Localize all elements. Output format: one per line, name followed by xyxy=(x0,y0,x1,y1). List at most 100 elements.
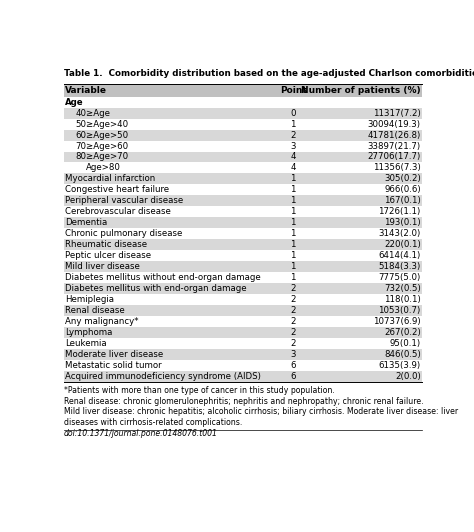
Text: Hemiplegia: Hemiplegia xyxy=(65,295,114,304)
Text: 7775(5.0): 7775(5.0) xyxy=(378,273,421,282)
Text: 3: 3 xyxy=(291,350,296,359)
Bar xyxy=(64,152,422,162)
Text: 80≥Age>70: 80≥Age>70 xyxy=(75,153,128,162)
Text: 60≥Age>50: 60≥Age>50 xyxy=(75,130,128,139)
Text: 1: 1 xyxy=(291,240,296,250)
Text: Moderate liver disease: Moderate liver disease xyxy=(65,350,164,359)
Text: Dementia: Dementia xyxy=(65,218,108,227)
Text: 1: 1 xyxy=(291,174,296,184)
Bar xyxy=(64,206,422,218)
Text: 732(0.5): 732(0.5) xyxy=(384,284,421,293)
Text: 6: 6 xyxy=(291,361,296,370)
Text: 966(0.6): 966(0.6) xyxy=(384,186,421,194)
Text: Acquired immunodeficiency syndrome (AIDS): Acquired immunodeficiency syndrome (AIDS… xyxy=(65,372,261,381)
Text: 267(0.2): 267(0.2) xyxy=(384,328,421,337)
Text: Metastatic solid tumor: Metastatic solid tumor xyxy=(65,361,162,370)
Text: Age>80: Age>80 xyxy=(86,163,120,172)
Text: 11317(7.2): 11317(7.2) xyxy=(373,109,421,118)
Text: 70≥Age>60: 70≥Age>60 xyxy=(75,142,128,151)
Bar xyxy=(64,195,422,206)
Bar xyxy=(64,185,422,195)
Text: 95(0.1): 95(0.1) xyxy=(390,339,421,348)
Text: 11356(7.3): 11356(7.3) xyxy=(373,163,421,172)
Bar xyxy=(64,130,422,140)
Text: 3143(2.0): 3143(2.0) xyxy=(378,229,421,238)
Text: 5184(3.3): 5184(3.3) xyxy=(378,262,421,271)
Bar xyxy=(64,173,422,185)
Text: Myocardial infarction: Myocardial infarction xyxy=(65,174,155,184)
Bar xyxy=(64,360,422,371)
Bar xyxy=(64,228,422,239)
Text: 2: 2 xyxy=(291,339,296,348)
Text: 2: 2 xyxy=(291,306,296,315)
Bar xyxy=(64,140,422,152)
Text: 220(0.1): 220(0.1) xyxy=(384,240,421,250)
Bar xyxy=(64,283,422,294)
Text: 2: 2 xyxy=(291,295,296,304)
Text: 1: 1 xyxy=(291,262,296,271)
Text: Diabetes mellitus without end-organ damage: Diabetes mellitus without end-organ dama… xyxy=(65,273,261,282)
Text: *Patients with more than one type of cancer in this study population.: *Patients with more than one type of can… xyxy=(64,386,335,395)
Bar xyxy=(64,261,422,272)
Text: Any malignancy*: Any malignancy* xyxy=(65,317,138,326)
Bar xyxy=(64,349,422,360)
Text: 2: 2 xyxy=(291,317,296,326)
Text: 167(0.1): 167(0.1) xyxy=(384,196,421,205)
Text: Age: Age xyxy=(65,97,84,106)
Text: 1053(0.7): 1053(0.7) xyxy=(378,306,421,315)
Text: 2(0.0): 2(0.0) xyxy=(395,372,421,381)
Text: 4: 4 xyxy=(291,163,296,172)
Text: 846(0.5): 846(0.5) xyxy=(384,350,421,359)
Text: Renal disease: chronic glomerulonephritis; nephritis and nephropathy; chronic re: Renal disease: chronic glomerulonephriti… xyxy=(64,397,423,406)
Text: Congestive heart failure: Congestive heart failure xyxy=(65,186,169,194)
Text: 1: 1 xyxy=(291,120,296,129)
Text: Peptic ulcer disease: Peptic ulcer disease xyxy=(65,251,151,260)
Text: 1: 1 xyxy=(291,186,296,194)
Text: 30094(19.3): 30094(19.3) xyxy=(368,120,421,129)
Bar xyxy=(64,162,422,173)
Text: 40≥Age: 40≥Age xyxy=(75,109,110,118)
Text: doi:10.1371/journal.pone.0148076.t001: doi:10.1371/journal.pone.0148076.t001 xyxy=(64,429,218,438)
Bar xyxy=(64,97,422,107)
Text: Lymphoma: Lymphoma xyxy=(65,328,112,337)
Text: Number of patients (%): Number of patients (%) xyxy=(301,86,421,95)
Text: 10737(6.9): 10737(6.9) xyxy=(373,317,421,326)
Bar xyxy=(64,294,422,305)
Text: Leukemia: Leukemia xyxy=(65,339,107,348)
Bar xyxy=(64,85,422,97)
Text: Peripheral vascular disease: Peripheral vascular disease xyxy=(65,196,183,205)
Bar xyxy=(64,107,422,119)
Text: 6: 6 xyxy=(291,372,296,381)
Text: Mild liver disease: chronic hepatitis; alcoholic cirrhosis; biliary cirrhosis. M: Mild liver disease: chronic hepatitis; a… xyxy=(64,408,458,417)
Bar xyxy=(64,272,422,283)
Bar xyxy=(64,305,422,316)
Bar xyxy=(64,119,422,130)
Text: 1726(1.1): 1726(1.1) xyxy=(378,207,421,217)
Text: 6135(3.9): 6135(3.9) xyxy=(379,361,421,370)
Text: Cerebrovascular disease: Cerebrovascular disease xyxy=(65,207,171,217)
Text: 1: 1 xyxy=(291,251,296,260)
Text: Table 1.  Comorbidity distribution based on the age-adjusted Charlson comorbidit: Table 1. Comorbidity distribution based … xyxy=(64,69,474,78)
Text: 2: 2 xyxy=(291,130,296,139)
Text: 1: 1 xyxy=(291,207,296,217)
Text: 50≥Age>40: 50≥Age>40 xyxy=(75,120,128,129)
Text: 1: 1 xyxy=(291,273,296,282)
Bar xyxy=(64,338,422,349)
Text: Mild liver disease: Mild liver disease xyxy=(65,262,140,271)
Text: 193(0.1): 193(0.1) xyxy=(384,218,421,227)
Bar xyxy=(64,371,422,382)
Text: Point: Point xyxy=(280,86,307,95)
Text: Chronic pulmonary disease: Chronic pulmonary disease xyxy=(65,229,182,238)
Bar xyxy=(64,327,422,338)
Text: 1: 1 xyxy=(291,196,296,205)
Text: Diabetes mellitus with end-organ damage: Diabetes mellitus with end-organ damage xyxy=(65,284,247,293)
Text: 41781(26.8): 41781(26.8) xyxy=(367,130,421,139)
Text: 3: 3 xyxy=(291,142,296,151)
Text: 6414(4.1): 6414(4.1) xyxy=(378,251,421,260)
Text: 0: 0 xyxy=(291,109,296,118)
Text: 2: 2 xyxy=(291,284,296,293)
Text: Renal disease: Renal disease xyxy=(65,306,125,315)
Text: 4: 4 xyxy=(291,153,296,162)
Text: Variable: Variable xyxy=(65,86,107,95)
Bar xyxy=(64,251,422,261)
